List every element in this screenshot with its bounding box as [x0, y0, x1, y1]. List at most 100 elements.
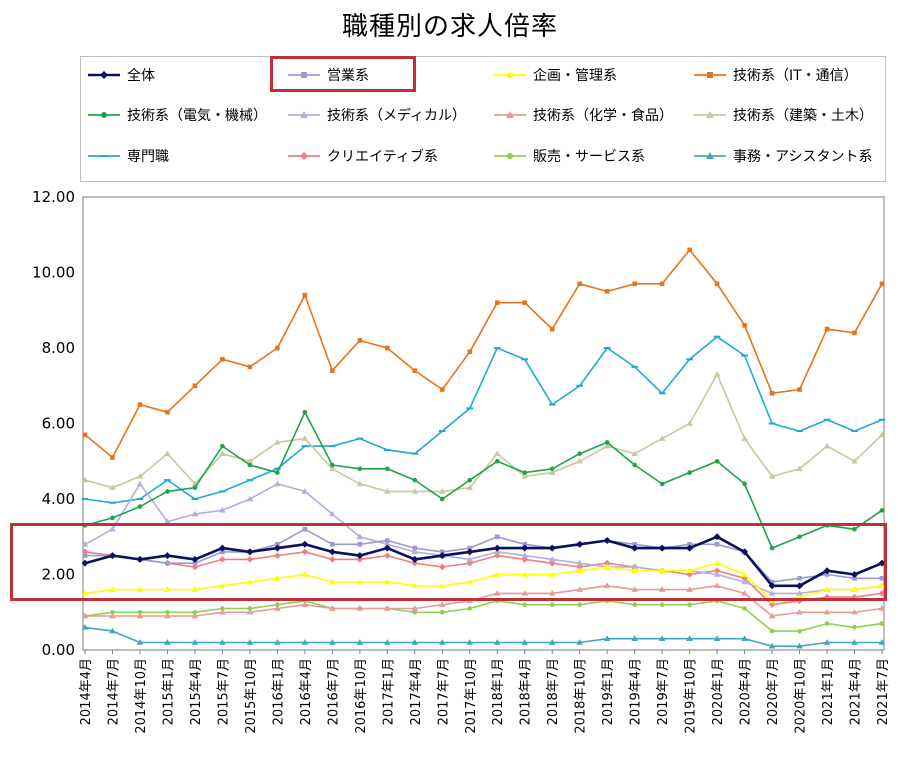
x-tick-label: 2018年7月 [546, 658, 561, 725]
data-point [466, 556, 474, 562]
legend-label: 事務・アシスタント系 [733, 149, 873, 165]
x-tick-label: 2020年10月 [794, 658, 809, 734]
data-point [109, 525, 116, 532]
legend-swatch [88, 155, 120, 157]
data-point [742, 606, 747, 611]
data-point [136, 612, 144, 619]
data-point [658, 635, 666, 641]
data-point [851, 639, 858, 645]
legend-item: 技術系（IT・通信） [693, 64, 858, 86]
data-point [219, 582, 226, 589]
legend-item: 技術系（メディカル） [287, 104, 466, 126]
data-point [741, 635, 748, 641]
data-point [521, 571, 529, 577]
data-point [631, 567, 638, 574]
data-point [218, 544, 226, 552]
legend-swatch [288, 72, 320, 78]
data-point [439, 609, 445, 615]
series-line [84, 411, 883, 549]
data-point [275, 470, 280, 475]
series-line [84, 249, 883, 459]
legend-label: 技術系（建築・土木） [733, 108, 873, 124]
data-point [713, 559, 721, 566]
data-point [136, 480, 144, 487]
data-point [191, 555, 199, 563]
data-point [713, 371, 721, 377]
data-point [220, 357, 225, 362]
data-point [796, 608, 803, 615]
data-point [81, 624, 89, 630]
x-tick-label: 2015年1月 [161, 658, 176, 725]
data-point [631, 450, 638, 456]
data-point [522, 542, 528, 547]
data-point [191, 586, 199, 592]
data-point [548, 590, 556, 596]
x-tick-label: 2017年4月 [409, 658, 424, 725]
x-tick-label: 2018年1月 [491, 658, 506, 725]
data-point [686, 544, 694, 552]
data-point [136, 498, 144, 500]
data-point [714, 281, 720, 287]
data-point [191, 498, 199, 500]
legend-swatch [694, 152, 726, 159]
legend-label: 営業系 [327, 68, 369, 84]
data-point [576, 540, 584, 548]
data-point [136, 555, 144, 563]
data-point [493, 552, 501, 559]
data-point [357, 338, 363, 343]
y-tick-label: 4.00 [42, 490, 75, 508]
series-7 [81, 582, 886, 619]
data-point [603, 559, 611, 567]
data-point [246, 578, 254, 585]
data-point [330, 462, 335, 468]
data-point [438, 488, 446, 494]
data-point [852, 330, 857, 336]
series-5 [82, 409, 885, 551]
data-point [301, 548, 309, 556]
x-tick-label: 2021年1月 [821, 658, 836, 725]
x-tick-label: 2017年1月 [381, 658, 396, 725]
legend-item: 営業系 [287, 64, 369, 86]
data-point [328, 548, 336, 556]
legend-item: 販売・サービス系 [493, 145, 645, 167]
series-line [84, 335, 883, 504]
data-point [164, 639, 171, 645]
data-point [329, 578, 336, 585]
data-point [658, 586, 666, 592]
data-point [438, 430, 446, 433]
data-point [686, 635, 693, 641]
data-point [686, 420, 693, 426]
data-point [110, 455, 115, 460]
x-tick-label: 2016年1月 [271, 658, 286, 725]
data-point [741, 548, 749, 556]
data-point [247, 462, 253, 468]
data-point [548, 544, 556, 552]
data-point [713, 635, 721, 641]
data-point [576, 586, 583, 592]
x-tick-label: 2020年7月 [766, 658, 781, 725]
data-point [851, 586, 858, 592]
data-point [823, 586, 831, 592]
data-point [658, 544, 666, 552]
data-point [823, 639, 831, 645]
data-point [191, 510, 199, 517]
data-point [658, 435, 666, 441]
data-point [521, 552, 529, 558]
data-point [137, 609, 143, 615]
legend-label: 専門職 [127, 149, 169, 165]
data-point [411, 488, 419, 494]
series-9 [81, 335, 886, 504]
legend-swatch [694, 111, 726, 118]
x-tick-label: 2017年10月 [464, 658, 479, 734]
data-point [603, 347, 611, 349]
data-point [797, 534, 802, 540]
data-point [768, 422, 776, 425]
data-point [493, 571, 501, 577]
data-point [219, 608, 226, 615]
data-point [549, 326, 555, 332]
data-point [604, 289, 610, 294]
data-point [603, 563, 611, 570]
data-point [851, 608, 858, 615]
data-point [631, 586, 638, 592]
data-point [494, 534, 500, 540]
